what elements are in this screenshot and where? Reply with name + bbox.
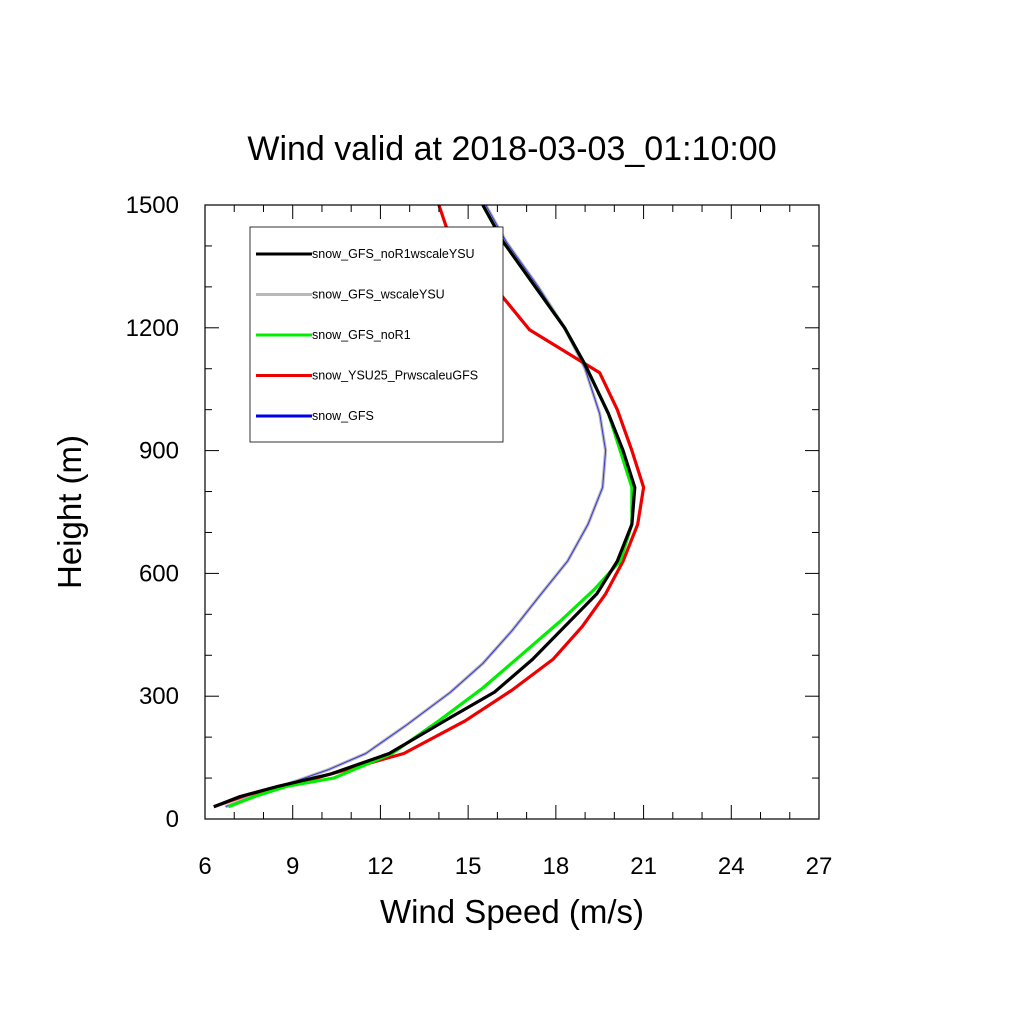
legend-label: snow_GFS	[312, 409, 374, 423]
legend-label: snow_YSU25_PrwscaleuGFS	[312, 369, 478, 383]
chart-title: Wind valid at 2018-03-03_01:10:00	[247, 130, 776, 168]
y-tick-label: 900	[139, 438, 179, 465]
x-tick-label: 9	[286, 853, 299, 880]
legend-label: snow_GFS_wscaleYSU	[312, 288, 445, 302]
x-tick-label: 24	[718, 853, 745, 880]
series-layer	[213, 204, 646, 809]
y-tick-label: 300	[139, 683, 179, 710]
y-tick-label: 0	[166, 806, 179, 833]
x-tick-label: 21	[630, 853, 657, 880]
x-tick-label: 15	[455, 853, 482, 880]
y-axis-label: Height (m)	[51, 435, 88, 589]
x-tick-label: 27	[806, 853, 833, 880]
series-line-snow_GFS_noR1wscaleYSU	[213, 204, 637, 809]
y-tick-label: 1500	[126, 192, 179, 219]
axes-layer: 6 9 12 15 18 21 24 27 0 300 600 900 1200 1500	[126, 192, 833, 880]
y-tick-label: 600	[139, 560, 179, 587]
x-tick-label: 18	[543, 853, 570, 880]
legend-label: snow_GFS_noR1	[312, 328, 411, 342]
x-axis-label: Wind Speed (m/s)	[380, 893, 644, 930]
x-tick-label: 12	[367, 853, 394, 880]
legend: snow_GFS_noR1wscaleYSU snow_GFS_wscaleYSU…	[249, 226, 504, 443]
series-line-snow_YSU25_PrwscaleuGFS	[213, 204, 646, 809]
plot-frame	[204, 204, 820, 820]
legend-label: snow_GFS_noR1wscaleYSU	[312, 247, 475, 261]
x-tick-label: 6	[198, 853, 211, 880]
y-tick-label: 1200	[126, 315, 179, 342]
